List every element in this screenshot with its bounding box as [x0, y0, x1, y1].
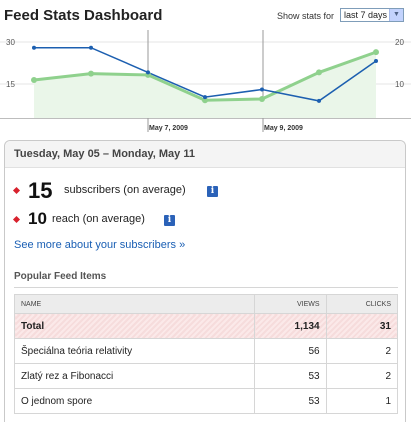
item-clicks: 2	[325, 363, 399, 389]
item-views: 53	[254, 388, 327, 414]
red-diamond-icon	[12, 186, 21, 195]
views-data-point	[316, 69, 322, 76]
item-name[interactable]: Zlatý rez a Fibonacci	[13, 363, 256, 389]
table-row[interactable]: Špeciálna teória relativity 56 2	[13, 338, 399, 364]
divider	[14, 287, 398, 288]
views-data-point	[259, 96, 265, 102]
item-views: 53	[254, 363, 327, 389]
popular-items-title: Popular Feed Items	[14, 271, 107, 282]
total-name: Total	[13, 313, 256, 339]
summary-panel: Tuesday, May 05 – Monday, May 11 15 subs…	[4, 140, 406, 422]
reach-value: 10	[28, 209, 47, 228]
table-row[interactable]: Zlatý rez a Fibonacci 53 2	[13, 363, 399, 389]
item-name[interactable]: O jednom spore	[13, 388, 256, 414]
stats-chart: 30 15 20 10 May 7, 2009 May 9, 2009	[0, 30, 411, 132]
info-icon[interactable]: i	[207, 186, 218, 197]
views-data-point	[88, 70, 94, 77]
stats-range-select[interactable]: last 7 days ▼	[340, 8, 404, 22]
views-data-point	[31, 77, 37, 83]
popular-items-table: NAME VIEWS CLICKS Total 1,134 31 Špeciál…	[13, 294, 399, 414]
views-data-point	[373, 49, 379, 56]
column-header-name[interactable]: NAME	[13, 294, 256, 314]
subscribers-value: 15	[28, 178, 53, 203]
reach-data-point	[32, 45, 36, 50]
date-label-may7: May 7, 2009	[149, 125, 188, 132]
table-row[interactable]: O jednom spore 53 1	[13, 388, 399, 414]
right-axis-tick-mid: 10	[395, 80, 404, 89]
reach-data-point	[146, 70, 150, 75]
total-clicks: 31	[325, 313, 399, 339]
reach-data-point	[203, 95, 207, 100]
subscribers-label: subscribers (on average)	[64, 184, 186, 196]
chevron-down-icon[interactable]: ▼	[389, 9, 403, 21]
stats-range-label: Show stats for	[277, 11, 335, 21]
item-views: 56	[254, 338, 327, 364]
total-views: 1,134	[254, 313, 327, 339]
stats-range-value: last 7 days	[344, 10, 388, 20]
item-name[interactable]: Špeciálna teória relativity	[13, 338, 256, 364]
subscribers-more-link[interactable]: See more about your subscribers »	[14, 239, 186, 251]
column-header-views[interactable]: VIEWS	[254, 294, 327, 314]
views-area-fill	[34, 52, 376, 118]
header: Feed Stats Dashboard Show stats for last…	[0, 0, 411, 30]
item-clicks: 2	[325, 338, 399, 364]
views-data-point	[202, 97, 208, 104]
info-icon[interactable]: i	[164, 215, 175, 226]
reach-data-point	[260, 87, 264, 92]
item-clicks: 1	[325, 388, 399, 414]
total-row: Total 1,134 31	[13, 313, 399, 339]
left-axis-tick-mid: 15	[6, 80, 15, 89]
page-title: Feed Stats Dashboard	[4, 7, 163, 24]
right-axis-tick-top: 20	[395, 38, 404, 47]
red-diamond-icon	[12, 215, 21, 224]
reach-label: reach (on average)	[52, 213, 145, 225]
left-axis-tick-top: 30	[6, 38, 15, 47]
reach-data-point	[317, 98, 321, 103]
date-range-heading: Tuesday, May 05 – Monday, May 11	[5, 141, 405, 168]
reach-data-point	[89, 45, 93, 50]
reach-data-point	[374, 59, 378, 63]
date-label-may9: May 9, 2009	[264, 125, 303, 132]
column-header-clicks[interactable]: CLICKS	[325, 294, 399, 314]
